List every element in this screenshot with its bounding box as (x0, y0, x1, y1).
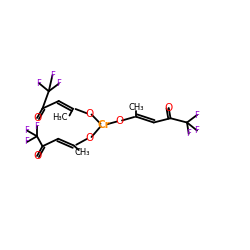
Text: F: F (50, 70, 55, 80)
Text: O: O (116, 116, 124, 126)
Text: CH₃: CH₃ (128, 104, 144, 112)
Text: F: F (186, 129, 191, 138)
Text: O: O (33, 113, 41, 123)
Text: F: F (56, 79, 61, 88)
Text: F: F (24, 126, 29, 135)
Text: F: F (24, 138, 29, 146)
Text: F: F (194, 126, 200, 135)
Text: O: O (164, 103, 173, 113)
Text: F: F (34, 122, 40, 131)
Text: O: O (85, 109, 94, 119)
Text: F: F (194, 110, 200, 120)
Text: O: O (85, 133, 94, 143)
Text: H₃C: H₃C (52, 112, 68, 122)
Text: O: O (33, 151, 41, 161)
Text: Cr: Cr (98, 120, 110, 130)
Text: F: F (36, 78, 41, 88)
Text: CH₃: CH₃ (75, 148, 90, 157)
